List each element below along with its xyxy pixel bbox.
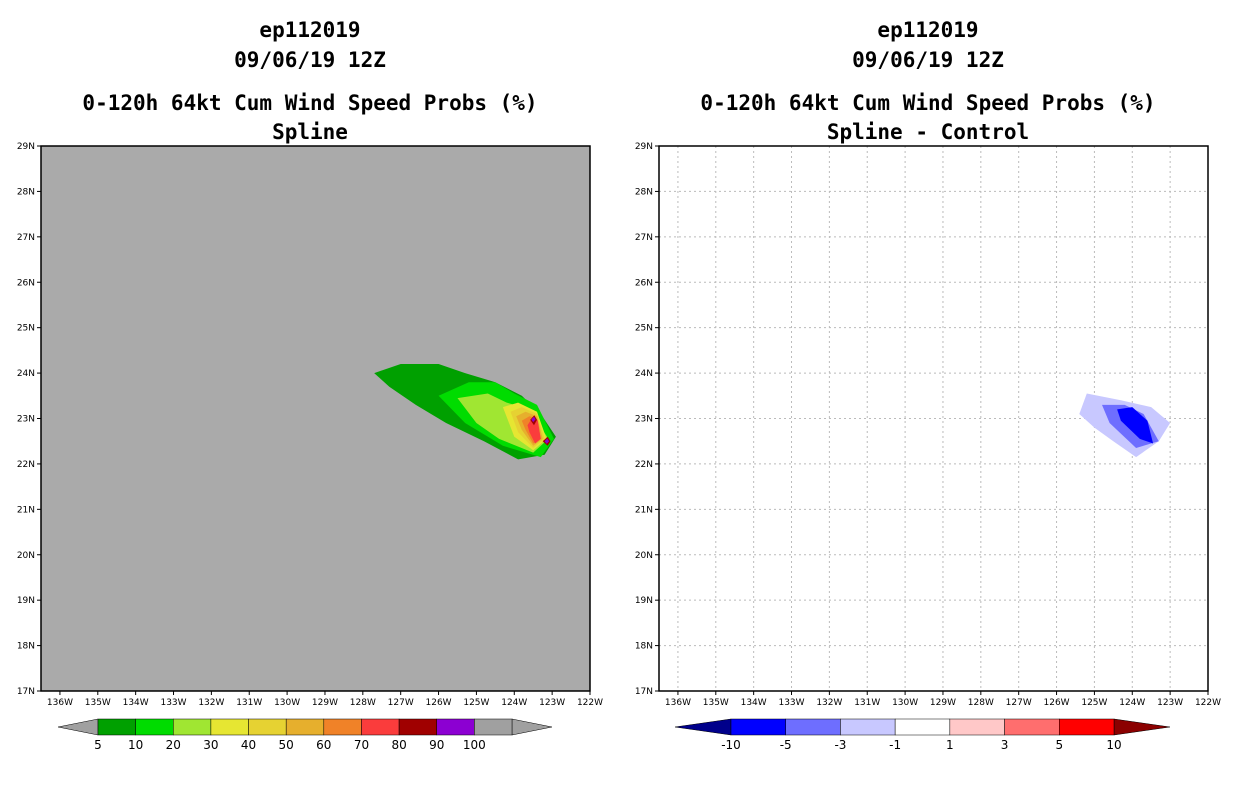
y-tick-label: 19N [635,596,653,606]
y-tick-label: 27N [17,233,35,243]
x-tick-label: 127W [388,698,414,708]
x-tick-label: 131W [236,698,262,708]
x-tick-label: 123W [1157,698,1183,708]
contour-level-90 [544,438,550,444]
colorbar-label: -5 [780,738,792,752]
y-tick-label: 25N [635,324,653,334]
x-tick-label: 131W [854,698,880,708]
left-chart-title: 0-120h 64kt Cum Wind Speed Probs (%) [82,91,538,115]
colorbar-swatch [785,718,841,736]
colorbar-swatch [840,718,896,736]
y-tick-label: 22N [17,460,35,470]
colorbar-swatch [1004,718,1060,736]
right-chart-subtitle: Spline - Control [826,120,1030,144]
colorbar-label: 3 [1001,738,1009,752]
y-tick-label: 25N [17,324,35,334]
colorbar-label: 70 [354,738,369,752]
y-tick-label: 28N [635,187,653,197]
contour-level-90 [531,416,536,423]
x-tick-label: 122W [1195,698,1221,708]
y-tick-label: 28N [17,187,35,197]
x-tick-label: 135W [85,698,111,708]
colorbar-under-triangle [674,718,732,736]
y-tick-label: 17N [635,687,653,697]
x-tick-label: 134W [123,698,149,708]
x-tick-label: 132W [198,698,224,708]
x-tick-label: 134W [741,698,767,708]
x-tick-label: 126W [426,698,452,708]
colorbar-label: 90 [429,738,444,752]
colorbar-swatch [730,718,786,736]
colorbar-label: 80 [391,738,406,752]
colorbar-swatch [474,718,513,736]
colorbar-swatch [949,718,1005,736]
y-tick-label: 21N [17,505,35,515]
colorbar-label: 20 [166,738,181,752]
x-tick-label: 124W [1119,698,1145,708]
x-tick-label: 126W [1044,698,1070,708]
left-chart-subtitle: Spline [272,120,348,144]
colorbar-swatch [894,718,951,736]
y-tick-label: 24N [635,369,653,379]
colorbar-label: -3 [834,738,846,752]
colorbar-label: 10 [1106,738,1121,752]
right-datetime: 09/06/19 12Z [852,48,1004,72]
x-tick-label: 136W [47,698,73,708]
x-tick-label: 122W [577,698,603,708]
x-tick-label: 133W [778,698,804,708]
y-tick-label: 26N [17,278,35,288]
colorbar-swatch [1059,718,1115,736]
right-chart-title: 0-120h 64kt Cum Wind Speed Probs (%) [700,91,1156,115]
x-tick-label: 128W [350,698,376,708]
colorbar-label: 5 [94,738,102,752]
left-datetime: 09/06/19 12Z [234,48,386,72]
left-storm-id: ep112019 [259,18,361,42]
colorbar-over-triangle [1113,718,1171,736]
y-tick-label: 26N [635,278,653,288]
x-tick-label: 129W [930,698,956,708]
contour-level-70 [527,416,541,444]
colorbar-label: 40 [241,738,256,752]
colorbar-label: 5 [1055,738,1063,752]
right-storm-id: ep112019 [877,18,979,42]
y-tick-label: 18N [635,642,653,652]
y-tick-label: 22N [635,460,653,470]
x-tick-label: 135W [703,698,729,708]
colorbar-label: 10 [128,738,143,752]
y-tick-label: 29N [17,142,35,152]
y-tick-label: 20N [635,551,653,561]
x-tick-label: 136W [665,698,691,708]
x-tick-label: 128W [968,698,994,708]
x-tick-label: 132W [816,698,842,708]
y-tick-label: 19N [17,596,35,606]
left-wind-probability-map: 136W 135W 134W 133W 132W 131W 130W 129W 128W 127W… [17,142,603,752]
y-tick-label: 23N [17,415,35,425]
y-tick-label: 27N [635,233,653,243]
y-tick-label: 20N [17,551,35,561]
x-tick-label: 125W [1081,698,1107,708]
contour-level-neg5 [1117,407,1154,444]
colorbar-label: 30 [203,738,218,752]
x-tick-label: 130W [892,698,918,708]
x-tick-label: 127W [1006,698,1032,708]
y-tick-label: 21N [635,505,653,515]
x-tick-label: 129W [312,698,338,708]
colorbar-label: 1 [946,738,954,752]
x-tick-label: 123W [539,698,565,708]
y-tick-label: 23N [635,415,653,425]
x-tick-label: 130W [274,698,300,708]
colorbar-label: 50 [279,738,294,752]
x-tick-label: 125W [463,698,489,708]
y-tick-label: 24N [17,369,35,379]
colorbar-label: 60 [316,738,331,752]
y-tick-label: 29N [635,142,653,152]
colorbar-label: -10 [721,738,741,752]
colorbar-label: -1 [889,738,901,752]
y-tick-label: 18N [17,642,35,652]
colorbar-label: 100 [463,738,486,752]
y-tick-label: 17N [17,687,35,697]
x-tick-label: 124W [501,698,527,708]
x-tick-label: 133W [160,698,186,708]
